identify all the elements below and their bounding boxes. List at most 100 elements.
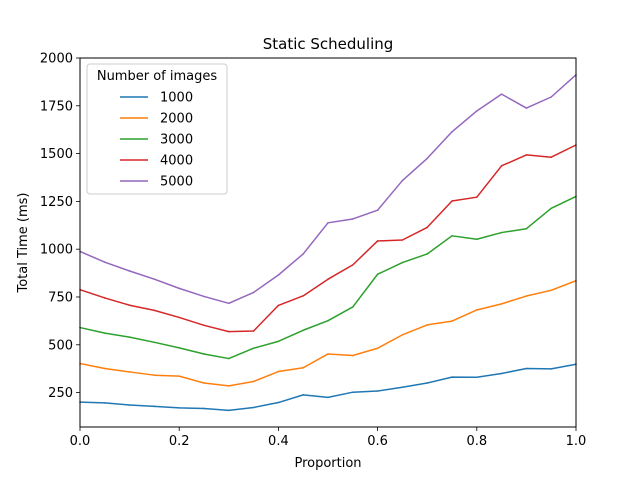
data-point-1000-18 [525, 367, 528, 370]
legend-label-4000: 4000 [160, 154, 193, 169]
x-axis-label: Proportion [294, 456, 361, 471]
data-point-1000-11 [352, 391, 354, 394]
data-point-2000-3 [153, 374, 156, 376]
y-tick-label: 1500 [40, 147, 73, 162]
data-point-3000-17 [500, 231, 503, 234]
data-point-1000-9 [302, 394, 305, 396]
x-tick-label: 0.4 [268, 434, 289, 449]
data-point-3000-8 [277, 340, 280, 343]
data-point-2000-14 [426, 324, 429, 326]
data-point-2000-11 [352, 354, 354, 357]
x-tick-label: 0.6 [367, 434, 388, 449]
data-point-3000-16 [476, 238, 478, 241]
data-point-4000-6 [228, 330, 230, 333]
data-point-4000-10 [327, 278, 329, 281]
data-point-2000-5 [203, 382, 205, 384]
data-point-3000-18 [525, 227, 528, 230]
data-point-5000-13 [401, 179, 404, 182]
data-point-1000-1 [104, 402, 106, 404]
data-point-2000-2 [128, 371, 131, 373]
y-tick-label: 750 [48, 290, 73, 305]
data-point-5000-3 [153, 278, 156, 281]
data-point-3000-14 [426, 253, 429, 255]
data-point-3000-4 [178, 347, 180, 349]
data-point-3000-10 [327, 319, 329, 322]
data-point-1000-12 [376, 390, 379, 392]
data-point-4000-9 [302, 295, 305, 297]
data-point-2000-8 [277, 370, 280, 373]
data-point-4000-14 [426, 226, 429, 229]
data-point-2000-6 [228, 385, 230, 387]
data-point-4000-18 [525, 154, 528, 156]
data-point-2000-12 [376, 347, 379, 350]
legend-title: Number of images [97, 69, 218, 84]
legend: Number of images 1000 2000 3000 4000 5000 [86, 63, 228, 195]
data-point-5000-18 [525, 107, 528, 109]
x-tick-label: 0.0 [70, 434, 91, 449]
y-tick-label: 2000 [40, 52, 73, 67]
legend-items: 1000 2000 3000 4000 5000 [120, 91, 193, 190]
data-point-5000-9 [302, 253, 305, 255]
data-point-5000-12 [376, 209, 379, 211]
data-point-4000-13 [401, 239, 404, 241]
data-point-1000-2 [128, 404, 131, 406]
data-point-1000-16 [476, 376, 478, 379]
data-point-1000-17 [500, 372, 503, 375]
data-point-5000-2 [128, 270, 131, 272]
y-tick-label: 500 [48, 338, 73, 353]
data-point-1000-5 [203, 407, 205, 410]
data-point-2000-13 [401, 334, 404, 336]
data-point-2000-4 [178, 375, 180, 377]
data-point-3000-2 [128, 336, 131, 338]
data-point-3000-11 [352, 306, 354, 308]
data-point-1000-8 [277, 401, 280, 404]
data-point-2000-18 [525, 295, 528, 297]
legend-label-1000: 1000 [160, 91, 193, 106]
data-point-4000-12 [376, 240, 379, 242]
data-point-1000-10 [327, 396, 329, 399]
data-point-4000-16 [476, 196, 478, 198]
data-point-3000-15 [451, 235, 453, 237]
data-point-3000-19 [550, 207, 552, 210]
series-layer [79, 74, 577, 412]
data-point-3000-12 [376, 273, 379, 276]
y-axis: 250 500 750 1000 1250 1500 1750 2000 [40, 52, 80, 401]
data-point-5000-8 [277, 274, 280, 276]
y-tick-label: 1250 [40, 195, 73, 210]
data-point-1000-15 [451, 376, 453, 378]
data-point-5000-11 [352, 218, 354, 220]
data-point-4000-17 [500, 165, 503, 167]
data-point-3000-9 [302, 329, 305, 332]
data-point-4000-4 [178, 316, 180, 319]
data-point-4000-1 [104, 297, 106, 299]
data-point-2000-17 [500, 303, 503, 305]
data-point-5000-16 [476, 110, 478, 112]
data-point-5000-7 [252, 291, 255, 294]
data-point-4000-15 [451, 200, 453, 202]
y-tick-label: 1000 [40, 243, 73, 258]
data-point-2000-1 [104, 367, 106, 370]
legend-label-5000: 5000 [160, 175, 193, 190]
data-point-1000-19 [550, 368, 552, 370]
data-point-3000-6 [228, 357, 230, 360]
chart-title: Static Scheduling [263, 35, 394, 53]
data-point-5000-10 [327, 222, 329, 224]
plot-frame [79, 57, 577, 428]
data-point-3000-5 [203, 353, 205, 355]
legend-label-2000: 2000 [160, 112, 193, 127]
data-point-1000-6 [228, 409, 230, 412]
data-point-3000-1 [104, 332, 106, 334]
x-tick-label: 1.0 [566, 434, 587, 449]
data-point-2000-9 [302, 366, 305, 369]
y-axis-label: Total Time (ms) [16, 192, 31, 293]
data-point-5000-15 [451, 131, 453, 133]
data-point-5000-14 [426, 157, 429, 160]
data-point-5000-1 [104, 261, 106, 263]
data-point-5000-6 [228, 302, 230, 305]
data-point-1000-4 [178, 407, 180, 409]
data-point-2000-19 [550, 289, 552, 292]
data-point-2000-15 [451, 320, 453, 322]
data-point-1000-13 [401, 386, 404, 389]
data-point-4000-2 [128, 304, 131, 307]
